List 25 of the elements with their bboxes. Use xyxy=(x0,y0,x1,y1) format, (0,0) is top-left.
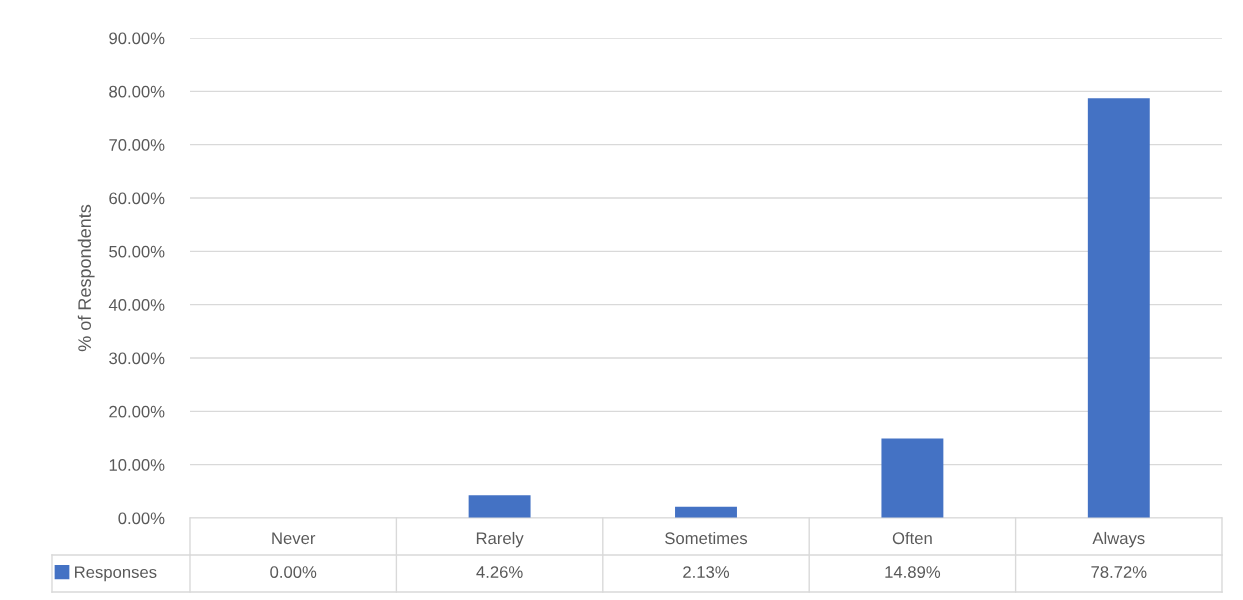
y-axis-title: % of Respondents xyxy=(77,204,95,352)
y-tick-label: 30.00% xyxy=(109,352,165,365)
y-tick-label: 90.00% xyxy=(109,32,165,45)
y-tick-label: 0.00% xyxy=(118,512,165,525)
data-label: 4.26% xyxy=(476,566,523,578)
x-tick-label: Rarely xyxy=(476,531,524,548)
legend-label: Responses xyxy=(75,566,157,582)
data-label: 0.00% xyxy=(270,566,317,578)
y-tick-label: 80.00% xyxy=(109,85,165,98)
x-tick-label: Often xyxy=(892,531,932,545)
y-tick-label: 10.00% xyxy=(109,459,165,471)
bar xyxy=(1087,98,1150,518)
data-label: 14.89% xyxy=(885,566,941,578)
bar xyxy=(881,438,944,518)
y-tick-label: 60.00% xyxy=(109,192,165,205)
x-tick-label: Sometimes xyxy=(665,531,748,545)
y-tick-label: 70.00% xyxy=(109,139,165,151)
x-tick-label: Never xyxy=(272,532,316,545)
y-tick-label: 20.00% xyxy=(109,405,165,418)
data-label: 78.72% xyxy=(1091,566,1147,578)
x-tick-label: Always xyxy=(1092,531,1145,548)
y-tick-label: 50.00% xyxy=(109,245,165,258)
bar xyxy=(468,495,531,518)
y-tick-label: 40.00% xyxy=(108,299,165,311)
data-label: 2.13% xyxy=(683,566,730,578)
